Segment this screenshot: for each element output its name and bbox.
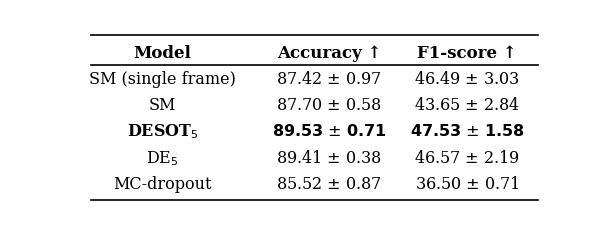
Text: 46.57 $\pm$ 2.19: 46.57 $\pm$ 2.19 bbox=[414, 149, 520, 166]
Text: $\mathbf{89.53}$ $\pm$ $\mathbf{0.71}$: $\mathbf{89.53}$ $\pm$ $\mathbf{0.71}$ bbox=[271, 123, 386, 140]
Text: 43.65 $\pm$ 2.84: 43.65 $\pm$ 2.84 bbox=[414, 97, 519, 114]
Text: SM (single frame): SM (single frame) bbox=[89, 71, 236, 87]
Text: F1-score ↑: F1-score ↑ bbox=[417, 44, 517, 61]
Text: DE$_5$: DE$_5$ bbox=[146, 148, 179, 167]
Text: DESOT$_5$: DESOT$_5$ bbox=[126, 122, 198, 141]
Text: MC-dropout: MC-dropout bbox=[113, 175, 212, 192]
Text: SM: SM bbox=[149, 97, 176, 114]
Text: 85.52 $\pm$ 0.87: 85.52 $\pm$ 0.87 bbox=[276, 175, 381, 192]
Text: 89.41 $\pm$ 0.38: 89.41 $\pm$ 0.38 bbox=[276, 149, 382, 166]
Text: 87.42 $\pm$ 0.97: 87.42 $\pm$ 0.97 bbox=[276, 71, 382, 87]
Text: 87.70 $\pm$ 0.58: 87.70 $\pm$ 0.58 bbox=[276, 97, 382, 114]
Text: 46.49 $\pm$ 3.03: 46.49 $\pm$ 3.03 bbox=[414, 71, 520, 87]
Text: Accuracy ↑: Accuracy ↑ bbox=[277, 44, 381, 61]
Text: $\mathbf{47.53}$ $\pm$ $\mathbf{1.58}$: $\mathbf{47.53}$ $\pm$ $\mathbf{1.58}$ bbox=[410, 123, 524, 140]
Text: Model: Model bbox=[133, 44, 192, 61]
Text: 36.50 $\pm$ 0.71: 36.50 $\pm$ 0.71 bbox=[414, 175, 519, 192]
